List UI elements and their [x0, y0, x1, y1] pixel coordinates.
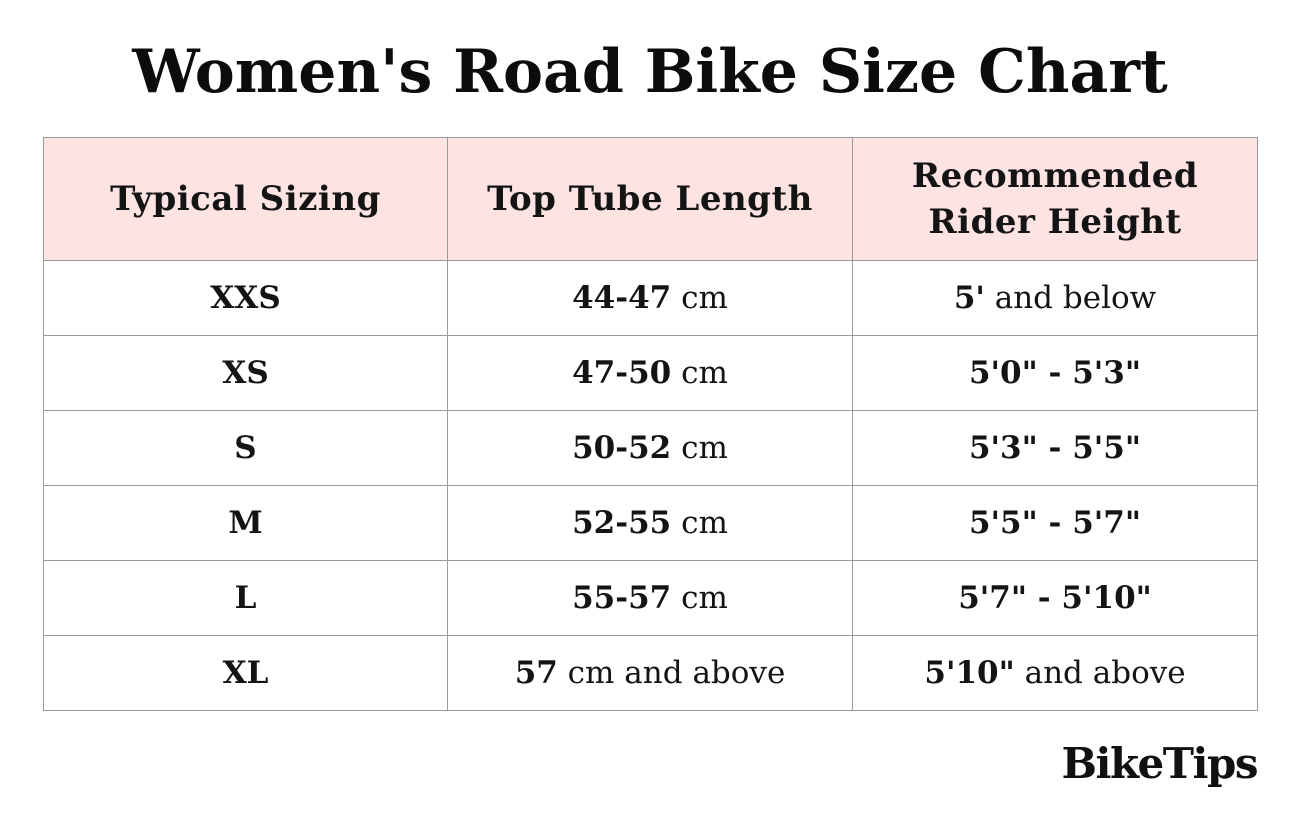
- rider-height-suffix: and above: [1014, 655, 1186, 691]
- header-typical-sizing: Typical Sizing: [43, 137, 448, 261]
- size-cell: XS: [43, 335, 448, 411]
- table-header-row: Typical Sizing Top Tube Length Recommend…: [43, 137, 1258, 261]
- top-tube-value: 50-52: [572, 430, 672, 466]
- top-tube-value: 44-47: [572, 280, 672, 316]
- top-tube-cell: 55-57 cm: [447, 560, 853, 636]
- rider-height-value: 5': [953, 280, 985, 316]
- biketips-logo: BikeTips: [1061, 739, 1259, 788]
- table-row: L 55-57 cm 5'7" - 5'10": [43, 560, 1258, 636]
- top-tube-cell: 50-52 cm: [447, 410, 853, 486]
- size-cell: M: [43, 485, 448, 561]
- rider-height-cell: 5'7" - 5'10": [852, 560, 1258, 636]
- rider-height-value: 5'0" - 5'3": [968, 355, 1141, 391]
- rider-height-value: 5'10": [924, 655, 1015, 691]
- rider-height-cell: 5'3" - 5'5": [852, 410, 1258, 486]
- top-tube-cell: 44-47 cm: [447, 260, 853, 336]
- rider-height-cell: 5' and below: [852, 260, 1258, 336]
- size-value: M: [228, 505, 263, 541]
- top-tube-unit: cm: [671, 505, 728, 541]
- top-tube-unit: cm: [671, 430, 728, 466]
- header-top-tube-length-label: Top Tube Length: [487, 179, 813, 219]
- size-value: L: [234, 580, 257, 616]
- table-row: XS 47-50 cm 5'0" - 5'3": [43, 335, 1258, 411]
- rider-height-value: 5'5" - 5'7": [968, 505, 1141, 541]
- size-cell: XL: [43, 635, 448, 711]
- size-cell: S: [43, 410, 448, 486]
- table-row: XL 57 cm and above 5'10" and above: [43, 635, 1258, 711]
- top-tube-unit: cm: [671, 280, 728, 316]
- rider-height-cell: 5'5" - 5'7": [852, 485, 1258, 561]
- rider-height-suffix: and below: [984, 280, 1157, 316]
- table-row: XXS 44-47 cm 5' and below: [43, 260, 1258, 336]
- rider-height-value: 5'3" - 5'5": [968, 430, 1141, 466]
- top-tube-value: 52-55: [572, 505, 672, 541]
- rider-height-cell: 5'0" - 5'3": [852, 335, 1258, 411]
- size-cell: L: [43, 560, 448, 636]
- top-tube-value: 57: [514, 655, 558, 691]
- top-tube-cell: 47-50 cm: [447, 335, 853, 411]
- header-top-tube-length: Top Tube Length: [447, 137, 853, 261]
- size-value: XL: [222, 655, 269, 691]
- top-tube-unit: cm and above: [557, 655, 786, 691]
- table-row: M 52-55 cm 5'5" - 5'7": [43, 485, 1258, 561]
- size-value: XS: [222, 355, 269, 391]
- size-value: S: [234, 430, 257, 466]
- header-recommended-rider-height: Recommended Rider Height: [852, 137, 1258, 261]
- size-chart-table: Typical Sizing Top Tube Length Recommend…: [43, 137, 1258, 711]
- rider-height-value: 5'7" - 5'10": [958, 580, 1152, 616]
- size-cell: XXS: [43, 260, 448, 336]
- header-typical-sizing-label: Typical Sizing: [110, 179, 381, 219]
- top-tube-unit: cm: [671, 580, 728, 616]
- top-tube-unit: cm: [671, 355, 728, 391]
- top-tube-cell: 57 cm and above: [447, 635, 853, 711]
- table-row: S 50-52 cm 5'3" - 5'5": [43, 410, 1258, 486]
- header-recommended-label-line1: Recommended: [911, 156, 1199, 196]
- size-value: XXS: [210, 280, 281, 316]
- top-tube-value: 47-50: [572, 355, 672, 391]
- top-tube-value: 55-57: [572, 580, 672, 616]
- header-recommended-label-line2: Rider Height: [928, 202, 1182, 242]
- rider-height-cell: 5'10" and above: [852, 635, 1258, 711]
- top-tube-cell: 52-55 cm: [447, 485, 853, 561]
- chart-title: Women's Road Bike Size Chart: [132, 37, 1168, 107]
